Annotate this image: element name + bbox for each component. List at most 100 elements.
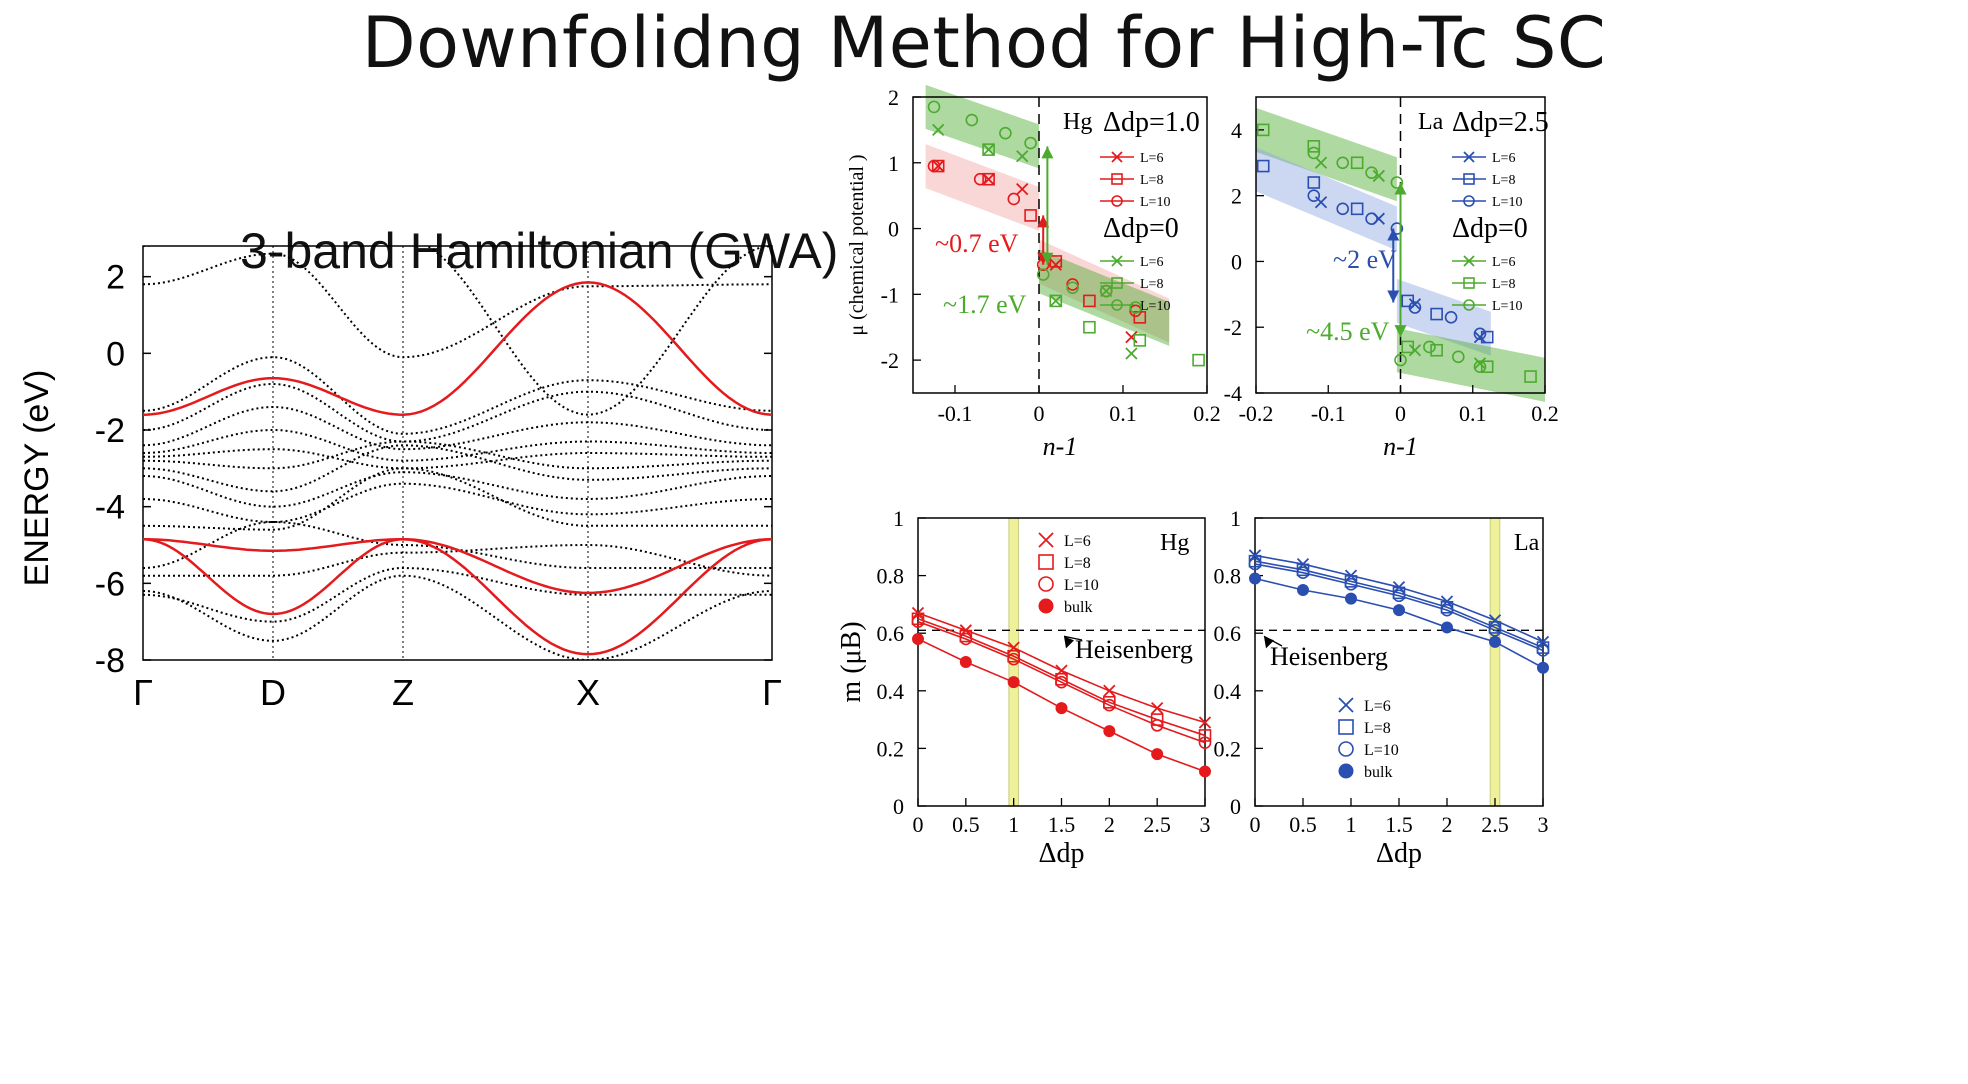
data-point — [1536, 644, 1550, 657]
data-point — [1441, 621, 1453, 634]
heisenberg-label: Heisenberg — [1270, 642, 1388, 671]
data-point — [1049, 294, 1062, 308]
y-tick-label: 0 — [893, 794, 904, 819]
gap-arrow-head — [1041, 252, 1054, 265]
shaded-band — [925, 84, 1039, 169]
y-tick-label: 1 — [888, 151, 899, 176]
y-tick-label: 0.4 — [1214, 679, 1242, 704]
data-point — [959, 632, 973, 646]
data-point — [1473, 330, 1487, 344]
data-point — [1307, 140, 1321, 153]
data-point — [911, 612, 925, 626]
y-tick-label: 2 — [1231, 184, 1242, 209]
legend-title: Δdp=2.5 — [1452, 107, 1549, 138]
data-point — [911, 615, 925, 628]
data-point — [1350, 156, 1364, 170]
data-point — [1440, 595, 1454, 608]
data-point — [1049, 258, 1062, 271]
dotted-band — [143, 382, 772, 443]
data-point — [1392, 586, 1406, 600]
data-point — [1055, 675, 1068, 689]
data-point — [1314, 156, 1328, 169]
shaded-band — [1396, 328, 1545, 402]
heisenberg-arrow — [1063, 635, 1083, 641]
x-tick-label: 0.1 — [1109, 401, 1137, 426]
gap-arrow-head — [1387, 228, 1400, 241]
legend-marker — [1338, 741, 1354, 757]
legend-marker — [1463, 277, 1475, 289]
highlight-band — [1489, 517, 1501, 807]
data-point — [1066, 281, 1079, 295]
legend-marker — [1038, 532, 1054, 548]
x-tick-label: 0.5 — [952, 812, 980, 837]
data-point — [1401, 294, 1415, 308]
heisenberg-arrow-head — [1264, 636, 1274, 649]
data-point — [1133, 311, 1147, 324]
data-point — [1537, 661, 1549, 674]
data-point — [1249, 572, 1261, 585]
y-tick-label: -6 — [95, 565, 125, 603]
data-point — [982, 173, 995, 186]
shaded-band — [1039, 239, 1170, 343]
data-point — [1133, 334, 1147, 347]
y-axis-label: ENERGY (eV) — [18, 370, 56, 587]
data-point — [1344, 575, 1358, 588]
y-tick-label: -1 — [881, 282, 899, 307]
m-plot-frame — [1254, 517, 1544, 807]
legend-label: L=8 — [1064, 555, 1091, 572]
band-structure-title: 3-band Hamiltonian (GWA) — [240, 223, 839, 279]
gap-annotation: ~4.5 eV — [1306, 317, 1390, 346]
legend-marker — [1463, 151, 1475, 163]
data-point — [973, 172, 987, 186]
dotted-band — [143, 482, 772, 524]
data-point — [1390, 222, 1404, 235]
data-point — [1151, 748, 1164, 761]
series-line — [1254, 554, 1544, 643]
data-point — [1430, 307, 1443, 321]
band-plot-frame — [142, 245, 773, 661]
data-point — [999, 126, 1012, 140]
data-point — [1055, 672, 1068, 686]
x-tick-label: 3 — [1200, 812, 1211, 837]
series-line — [1254, 563, 1544, 652]
series-line — [917, 620, 1206, 744]
legend-label: L=6 — [1140, 151, 1163, 166]
x-tick-label: 0.2 — [1531, 401, 1559, 426]
data-point — [1390, 176, 1404, 189]
legend-marker — [1111, 277, 1123, 289]
data-point — [1248, 554, 1262, 568]
legend-marker — [1463, 195, 1475, 207]
x-tick-label: 0 — [1250, 812, 1261, 837]
data-point — [1248, 557, 1262, 571]
data-point — [1103, 698, 1116, 712]
y-tick-label: 0.6 — [1214, 621, 1242, 646]
shaded-band — [925, 144, 1039, 231]
page-title: Downfolidng Method for High-Tc SC — [361, 2, 1607, 84]
y-tick-label: 1 — [1230, 506, 1241, 531]
legend-label: L=8 — [1364, 720, 1391, 737]
data-point — [1083, 294, 1096, 308]
data-point — [1408, 301, 1422, 314]
y-tick-label: -8 — [95, 642, 125, 680]
data-point — [1129, 304, 1142, 318]
data-point — [982, 143, 995, 156]
data-point — [927, 159, 941, 173]
legend-label: bulk — [1364, 764, 1392, 781]
y-tick-label: -4 — [95, 489, 125, 527]
y-tick-label: 4 — [1231, 118, 1242, 143]
y-tick-label: 0.8 — [1214, 564, 1242, 589]
highlight-band — [1008, 517, 1019, 807]
panel-label: La — [1514, 530, 1540, 556]
data-point — [1024, 136, 1037, 150]
dotted-band — [143, 444, 772, 493]
data-point — [1536, 641, 1550, 654]
x-tick-label: -0.1 — [938, 401, 973, 426]
legend-marker — [1038, 576, 1054, 592]
data-point — [1256, 159, 1270, 173]
dotted-band — [143, 448, 772, 470]
y-tick-label: 0.8 — [877, 564, 905, 589]
legend-marker — [1111, 151, 1123, 163]
data-point — [1049, 294, 1063, 308]
